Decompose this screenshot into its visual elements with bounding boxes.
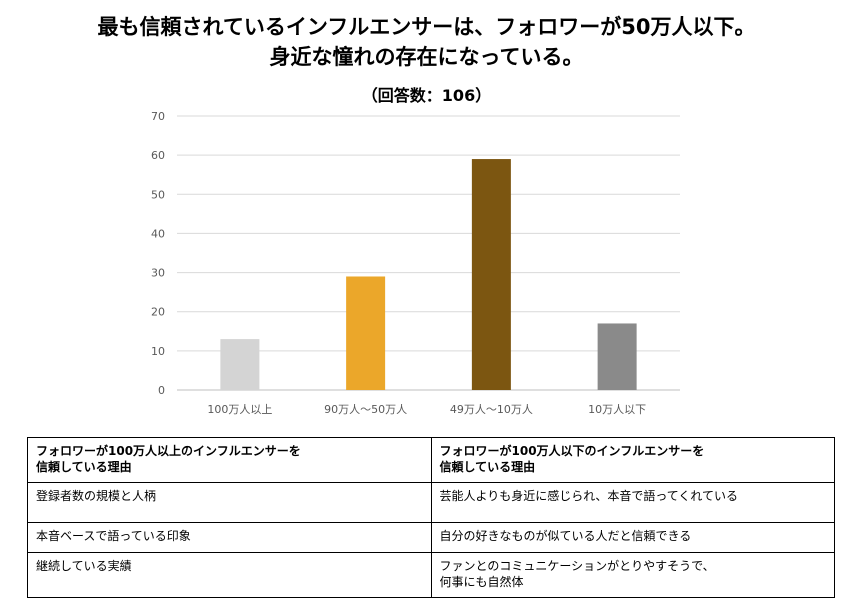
table-cell: 継続している実績 xyxy=(27,552,432,598)
title-line-2: 身近な憧れの存在になっている。 xyxy=(269,45,584,69)
table-cell: 登録者数の規模と人柄 xyxy=(27,482,432,523)
y-tick-label: 50 xyxy=(151,188,165,201)
y-tick-label: 40 xyxy=(151,227,165,240)
y-tick-label: 70 xyxy=(151,110,165,123)
title-line-1: 最も信頼されているインフルエンサーは、フォロワーが50万人以下。 xyxy=(97,15,756,39)
y-tick-label: 60 xyxy=(151,149,165,162)
table-header-row: フォロワーが100万人以上のインフルエンサーを 信頼している理由 フォロワーが1… xyxy=(27,437,835,483)
header-line: 信頼している理由 xyxy=(36,460,132,474)
table-row: 登録者数の規模と人柄 芸能人よりも身近に感じられ、本音で語ってくれている xyxy=(27,482,835,523)
table-cell: 芸能人よりも身近に感じられ、本音で語ってくれている xyxy=(430,482,835,523)
header-line: 信頼している理由 xyxy=(439,460,536,474)
table-cell: 本音ベースで語っている印象 xyxy=(27,522,432,553)
cell-line: 登録者数の規模と人柄 xyxy=(36,489,157,503)
y-tick-label: 10 xyxy=(151,345,165,358)
x-tick-label: 100万人以上 xyxy=(207,403,272,416)
y-tick-label: 0 xyxy=(158,384,165,397)
x-tick-label: 90万人～50万人 xyxy=(324,403,407,416)
cell-line: 何事にも自然体 xyxy=(439,575,524,589)
cell-line: 本音ベースで語っている印象 xyxy=(36,529,191,543)
y-tick-label: 20 xyxy=(151,306,165,319)
bar-1 xyxy=(220,339,260,390)
header-under-1m: フォロワーが100万人以下のインフルエンサーを 信頼している理由 xyxy=(430,437,835,483)
bar-chart: 0 10 20 30 40 50 60 70 100万人以上 90万人～50万人 49万人～10万人… xyxy=(151,110,680,416)
cell-line: ファンとのコミュニケーションがとりやすそうで、 xyxy=(439,559,715,573)
header-line: フォロワーが100万人以下のインフルエンサーを xyxy=(439,444,705,458)
bar-3 xyxy=(471,159,511,390)
cell-line: 自分の好きなものが似ている人だと信頼できる xyxy=(439,529,692,543)
chart-subtitle: （回答数：106） xyxy=(361,86,492,105)
header-line: フォロワーが100万人以上のインフルエンサーを xyxy=(36,444,301,458)
y-tick-label: 30 xyxy=(151,267,165,280)
cell-line: 芸能人よりも身近に感じられ、本音で語ってくれている xyxy=(439,489,739,503)
reasons-table: フォロワーが100万人以上のインフルエンサーを 信頼している理由 フォロワーが1… xyxy=(27,437,835,598)
x-tick-label: 49万人～10万人 xyxy=(450,403,533,416)
bar-2 xyxy=(346,276,386,390)
page-title: 最も信頼されているインフルエンサーは、フォロワーが50万人以下。 身近な憧れの存… xyxy=(0,12,853,72)
table-cell: 自分の好きなものが似ている人だと信頼できる xyxy=(430,522,835,553)
table-row: 継続している実績 ファンとのコミュニケーションがとりやすそうで、 何事にも自然体 xyxy=(27,552,835,598)
bar-4 xyxy=(597,323,637,390)
table-row: 本音ベースで語っている印象 自分の好きなものが似ている人だと信頼できる xyxy=(27,522,835,553)
header-over-1m: フォロワーが100万人以上のインフルエンサーを 信頼している理由 xyxy=(27,437,432,483)
cell-line: 継続している実績 xyxy=(36,559,132,573)
x-tick-label: 10万人以下 xyxy=(588,403,646,416)
table-cell: ファンとのコミュニケーションがとりやすそうで、 何事にも自然体 xyxy=(430,552,835,598)
